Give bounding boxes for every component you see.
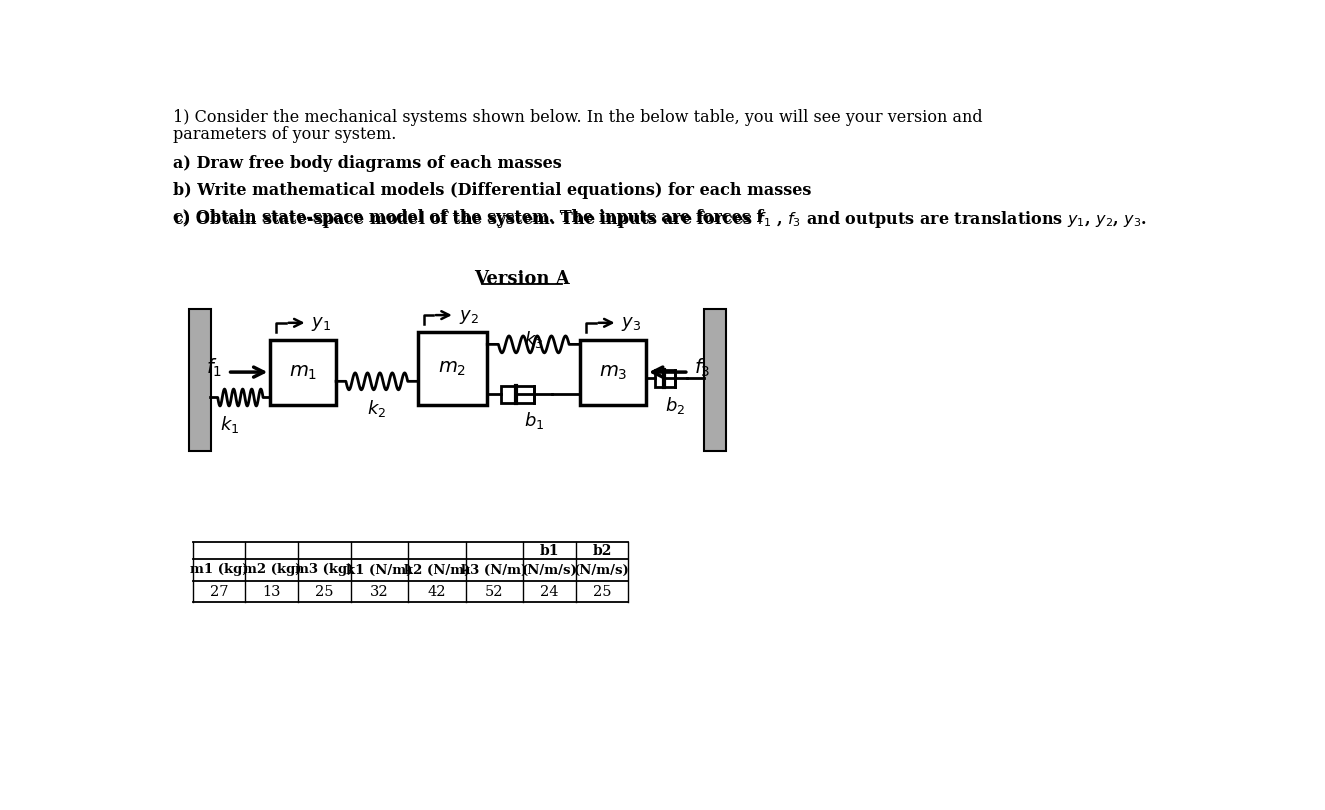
Text: $y_3$: $y_3$	[621, 315, 641, 334]
Text: $b_2$: $b_2$	[665, 395, 685, 416]
Text: 27: 27	[209, 585, 228, 599]
Bar	[705, 309, 726, 451]
Bar	[580, 339, 647, 405]
Text: k3 (N/m): k3 (N/m)	[461, 564, 527, 577]
Text: $f_1$: $f_1$	[207, 356, 223, 378]
Bar	[417, 332, 488, 405]
Text: $m_3$: $m_3$	[599, 364, 628, 382]
Bar	[501, 386, 534, 403]
Bar	[655, 370, 676, 386]
Text: 42: 42	[428, 585, 447, 599]
Text: 52: 52	[485, 585, 504, 599]
Text: c) Obtain state-space model of the system. The inputs are forces $f_1$ , $f_3$ a: c) Obtain state-space model of the syste…	[174, 209, 1147, 230]
Text: parameters of your system.: parameters of your system.	[174, 126, 396, 143]
Text: $y_2$: $y_2$	[458, 308, 478, 326]
Text: $k_3$: $k_3$	[525, 329, 543, 350]
Text: a) Draw free body diagrams of each masses: a) Draw free body diagrams of each masse…	[174, 155, 562, 172]
Text: 25: 25	[315, 585, 334, 599]
Bar	[270, 339, 337, 405]
Text: 24: 24	[541, 585, 559, 599]
Text: 13: 13	[262, 585, 281, 599]
Text: b2: b2	[592, 544, 612, 558]
Text: m3 (kg): m3 (kg)	[295, 564, 354, 577]
Text: $m_1$: $m_1$	[289, 364, 318, 382]
Text: (N/m/s): (N/m/s)	[574, 564, 629, 577]
Text: k2 (N/m): k2 (N/m)	[404, 564, 470, 577]
Text: 1) Consider the mechanical systems shown below. In the below table, you will see: 1) Consider the mechanical systems shown…	[174, 109, 983, 126]
Text: k1 (N/m): k1 (N/m)	[346, 564, 412, 577]
Text: $m_2$: $m_2$	[439, 360, 466, 377]
Bar	[189, 309, 211, 451]
Text: $f_3$: $f_3$	[694, 356, 712, 378]
Text: $b_1$: $b_1$	[523, 410, 543, 431]
Text: Version A: Version A	[474, 271, 570, 288]
Text: $k_2$: $k_2$	[367, 399, 386, 420]
Text: b) Write mathematical models (Differential equations) for each masses: b) Write mathematical models (Differenti…	[174, 182, 812, 199]
Text: $y_1$: $y_1$	[311, 315, 331, 334]
Text: $k_1$: $k_1$	[220, 415, 238, 436]
Text: b1: b1	[539, 544, 559, 558]
Text: 32: 32	[370, 585, 388, 599]
Text: m2 (kg): m2 (kg)	[242, 564, 301, 577]
Text: c) Obtain state-space model of the system. The inputs are forces f: c) Obtain state-space model of the syste…	[174, 209, 763, 226]
Text: m1 (kg): m1 (kg)	[189, 564, 248, 577]
Text: (N/m/s): (N/m/s)	[521, 564, 578, 577]
Text: 25: 25	[592, 585, 611, 599]
